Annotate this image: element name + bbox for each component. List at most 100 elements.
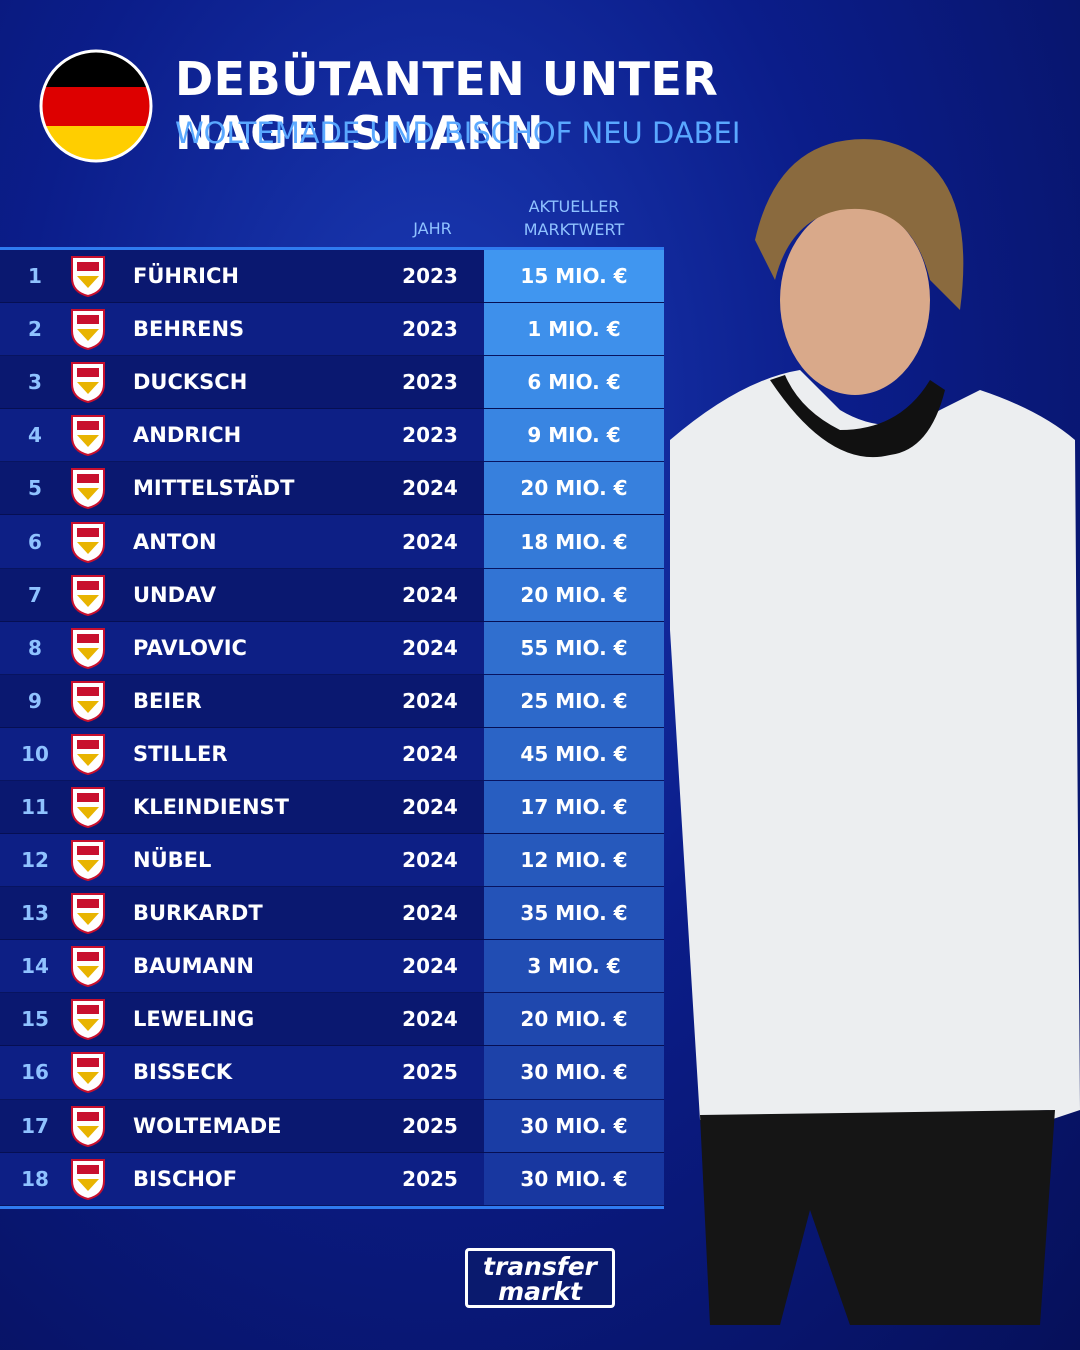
rank: 14 <box>21 954 49 979</box>
table-row: 14 BAUMANN 2024 3 MIO. € <box>0 940 664 994</box>
table-row: 17 WOLTEMADE 2025 30 MIO. € <box>0 1099 664 1153</box>
debut-year: 2024 <box>402 476 458 501</box>
table-row: 13 BURKARDT 2024 35 MIO. € <box>0 887 664 941</box>
market-value: 30 MIO. € <box>484 1152 664 1205</box>
player-name: BISSECK <box>133 1060 233 1085</box>
table-row: 1 FÜHRICH 2023 15 MIO. € <box>0 250 664 304</box>
debut-year: 2023 <box>402 370 458 395</box>
player-name: MITTELSTÄDT <box>133 476 295 501</box>
debut-year: 2024 <box>402 848 458 873</box>
rank: 18 <box>21 1166 49 1191</box>
debut-year: 2024 <box>402 635 458 660</box>
debut-year: 2024 <box>402 582 458 607</box>
table-row: 3 DUCKSCH 2023 6 MIO. € <box>0 356 664 410</box>
title: DEBÜTANTEN UNTER NAGELSMANN <box>175 52 719 160</box>
rank: 13 <box>21 901 49 926</box>
debut-year: 2024 <box>402 954 458 979</box>
market-value: 20 MIO. € <box>484 568 664 621</box>
player-name: BISCHOF <box>133 1166 238 1191</box>
table-row: 7 UNDAV 2024 20 MIO. € <box>0 568 664 622</box>
rank: 12 <box>21 848 49 873</box>
market-value: 55 MIO. € <box>484 621 664 674</box>
market-value: 30 MIO. € <box>484 1046 664 1099</box>
market-value: 1 MIO. € <box>484 303 664 356</box>
market-value: 3 MIO. € <box>484 940 664 993</box>
market-value: 20 MIO. € <box>484 993 664 1046</box>
player-name: BAUMANN <box>133 954 254 979</box>
club-crest <box>71 786 105 829</box>
club-crest <box>71 1158 105 1200</box>
rank: 2 <box>28 317 42 342</box>
rank: 10 <box>21 741 49 766</box>
player-name: BURKARDT <box>133 901 263 926</box>
player-name: LEWELING <box>133 1007 255 1032</box>
player-photo <box>670 139 1080 1325</box>
logo-text: markt <box>498 1277 582 1306</box>
rank: 16 <box>21 1060 49 1085</box>
club-crest <box>71 256 105 298</box>
market-value: 18 MIO. € <box>484 515 664 568</box>
debut-year: 2023 <box>402 264 458 289</box>
table-row: 6 ANTON 2024 18 MIO. € <box>0 515 664 569</box>
column-header: JAHR <box>413 219 452 238</box>
debut-year: 2024 <box>402 529 458 554</box>
club-crest <box>71 415 105 457</box>
debut-year: 2023 <box>402 423 458 448</box>
club-crest <box>71 680 105 722</box>
player-name: UNDAV <box>133 582 217 607</box>
player-name: BEHRENS <box>133 317 245 342</box>
club-crest <box>71 946 105 988</box>
player-name: WOLTEMADE <box>133 1113 282 1138</box>
rank: 9 <box>28 688 42 713</box>
club-crest <box>71 309 105 351</box>
player-name: FÜHRICH <box>133 264 239 289</box>
player-name: BEIER <box>133 688 202 713</box>
club-crest <box>71 574 105 616</box>
debut-year: 2024 <box>402 794 458 819</box>
player-name: NÜBEL <box>133 848 212 873</box>
rank: 1 <box>28 264 42 289</box>
market-value: 25 MIO. € <box>484 674 664 727</box>
club-crest <box>71 521 105 563</box>
table: 1 FÜHRICH 2023 15 MIO. € 2 BEHRENS 2023 1 MIO. … <box>0 247 664 1209</box>
debut-year: 2024 <box>402 741 458 766</box>
market-value: 30 MIO. € <box>484 1099 664 1152</box>
debut-year: 2024 <box>402 688 458 713</box>
rank: 8 <box>28 635 42 660</box>
club-crest <box>71 362 105 404</box>
rank: 5 <box>28 476 42 501</box>
rank: 3 <box>28 370 42 395</box>
club-crest <box>71 999 105 1041</box>
rank: 6 <box>28 529 42 554</box>
table-row: 16 BISSECK 2025 30 MIO. € <box>0 1046 664 1100</box>
market-value: 6 MIO. € <box>484 356 664 409</box>
club-crest <box>71 733 105 775</box>
column-header: AKTUELLER MARKTWERT <box>523 197 625 239</box>
table-row: 5 MITTELSTÄDT 2024 20 MIO. € <box>0 462 664 516</box>
debut-year: 2023 <box>402 317 458 342</box>
market-value: 17 MIO. € <box>484 780 664 834</box>
flag-icon <box>39 49 153 163</box>
table-row: 10 STILLER 2024 45 MIO. € <box>0 727 664 781</box>
rank: 11 <box>21 794 49 819</box>
market-value: 20 MIO. € <box>484 462 664 515</box>
rank: 17 <box>21 1113 49 1138</box>
player-name: PAVLOVIC <box>133 635 247 660</box>
club-crest <box>71 468 105 510</box>
club-crest <box>71 893 105 935</box>
subtitle: WOLTEMADE UND BISCHOF NEU DABEI <box>175 116 741 150</box>
debut-year: 2024 <box>402 1007 458 1032</box>
player-name: STILLER <box>133 741 228 766</box>
club-crest <box>71 627 105 669</box>
market-value: 35 MIO. € <box>484 887 664 940</box>
logo: transfer markt <box>465 1248 615 1308</box>
table-row: 8 PAVLOVIC 2024 55 MIO. € <box>0 621 664 675</box>
debut-year: 2025 <box>402 1166 458 1191</box>
market-value: 12 MIO. € <box>484 834 664 887</box>
club-crest <box>71 1052 105 1094</box>
market-value: 15 MIO. € <box>484 250 664 303</box>
table-row: 15 LEWELING 2024 20 MIO. € <box>0 993 664 1047</box>
rank: 15 <box>21 1007 49 1032</box>
market-value: 9 MIO. € <box>484 409 664 462</box>
